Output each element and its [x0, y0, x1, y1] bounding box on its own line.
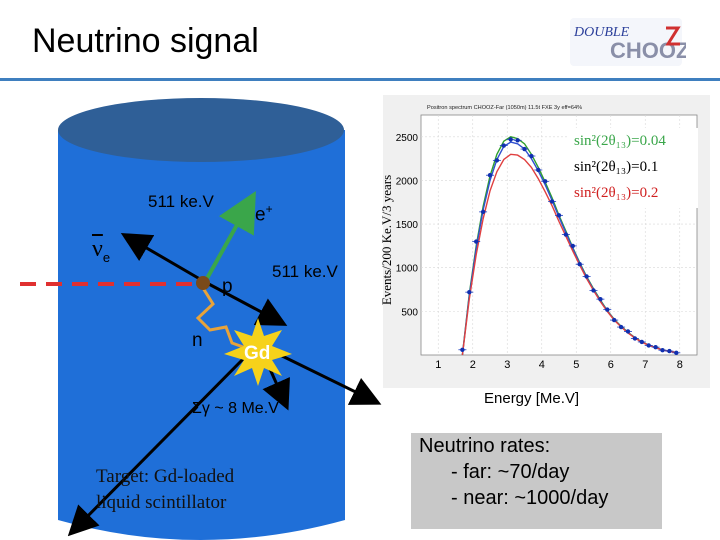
data-point [605, 307, 610, 312]
logo-double-text: DOUBLE [573, 25, 630, 40]
x-tick-label: 2 [470, 359, 476, 371]
gd-capture-burst [224, 318, 292, 386]
label-511-top: 511 ke.V [148, 192, 214, 211]
label-target-line1: Target: Gd-loaded [96, 466, 235, 487]
y-tick-label: 2000 [396, 176, 419, 187]
data-point [577, 262, 582, 267]
data-point [660, 348, 665, 353]
label-positron-base: e [255, 204, 266, 226]
chart-ticks: 1 2 3 4 5 6 7 8 500 1000 1500 2000 2500 [396, 133, 683, 371]
gamma-511-left-arrow [120, 232, 206, 284]
data-point [598, 296, 603, 302]
data-point [522, 146, 527, 152]
label-positron-sup: + [265, 202, 273, 216]
positron-arrow [203, 191, 256, 283]
data-point [563, 232, 569, 237]
label-neutron: n [192, 330, 203, 351]
chart-xlabel: Energy [Me.V] [484, 390, 580, 407]
chart-title: Positron spectrum CHOOZ-Far (1050m) 11.5… [427, 105, 582, 111]
data-point [474, 239, 479, 244]
chart-ylabel: Events/200 Ke.V/3 years [379, 174, 394, 306]
x-tick-label: 3 [504, 359, 510, 371]
logo-chooz-text: CHOOZ [610, 38, 686, 63]
data-point [639, 339, 644, 345]
detector-cylinder-body [58, 130, 345, 540]
data-point [508, 137, 513, 142]
x-tick-label: 5 [573, 359, 579, 371]
y-tick-label: 500 [401, 307, 418, 318]
label-target-line2: liquid scintillator [96, 492, 227, 513]
legend-line-02: sin²(2θ₁₃)=0.2 [574, 185, 659, 201]
y-tick-label: 1000 [396, 264, 419, 275]
label-positron: e+ [255, 202, 273, 226]
data-point [543, 179, 548, 184]
data-point [591, 288, 596, 293]
chart-legend: sin²(2θ₁₃)=0.04 sin²(2θ₁₃)=0.1 sin²(2θ₁₃… [568, 128, 698, 208]
data-point [460, 347, 465, 352]
legend-line-004: sin²(2θ₁₃)=0.04 [574, 133, 666, 149]
data-point [625, 329, 631, 334]
label-antineutrino: νe [92, 236, 110, 265]
label-antineutrino-sub: e [102, 249, 111, 265]
data-point [556, 213, 562, 218]
neutrino-rates-box: Neutrino rates: - far: ~70/day - near: ~… [411, 433, 662, 529]
data-point [674, 350, 679, 356]
legend-line-01: sin²(2θ₁₃)=0.1 [574, 159, 659, 175]
logo-background [570, 18, 682, 66]
data-point [467, 289, 472, 295]
data-point [570, 243, 575, 249]
x-tick-label: 1 [435, 359, 441, 371]
data-point [501, 143, 506, 148]
x-tick-label: 8 [677, 359, 683, 371]
data-point [667, 348, 672, 354]
logo-z-accent [665, 26, 681, 46]
interaction-point [196, 276, 210, 290]
double-chooz-logo: DOUBLE CHOOZ [570, 18, 686, 66]
data-point [653, 344, 658, 350]
rates-near: - near: ~1000/day [451, 487, 609, 509]
rates-far: - far: ~70/day [451, 461, 570, 483]
chart-data-points [458, 137, 681, 356]
data-point [494, 158, 500, 163]
x-tick-label: 7 [642, 359, 648, 371]
label-gamma-sum: Σγ ~ 8 Me.V [192, 400, 279, 417]
data-point [536, 167, 541, 173]
label-511-right: 511 ke.V [272, 262, 338, 281]
data-point [584, 274, 589, 279]
data-point [529, 153, 534, 159]
data-point [618, 324, 624, 330]
label-antineutrino-base: ν [92, 236, 103, 262]
data-point [487, 173, 493, 178]
y-tick-label: 2500 [396, 133, 419, 144]
detector-cylinder-top [58, 98, 344, 162]
neutron-path [195, 287, 247, 350]
rates-title: Neutrino rates: [419, 435, 551, 457]
gd-gamma-down-arrow [67, 350, 252, 537]
data-point [515, 138, 520, 143]
data-point [612, 317, 617, 323]
gd-gamma-right-arrow [273, 350, 382, 405]
y-tick-label: 1500 [396, 220, 419, 231]
label-gd: Gd [244, 343, 271, 364]
x-tick-label: 4 [539, 359, 545, 371]
data-point [632, 336, 638, 341]
x-tick-label: 6 [608, 359, 614, 371]
data-point [549, 199, 555, 204]
slide-title: Neutrino signal [32, 22, 259, 60]
title-divider [0, 78, 720, 81]
data-point [480, 209, 486, 215]
label-proton: p [222, 276, 233, 297]
data-point [646, 343, 651, 348]
gamma-511-right-arrow [204, 280, 288, 326]
